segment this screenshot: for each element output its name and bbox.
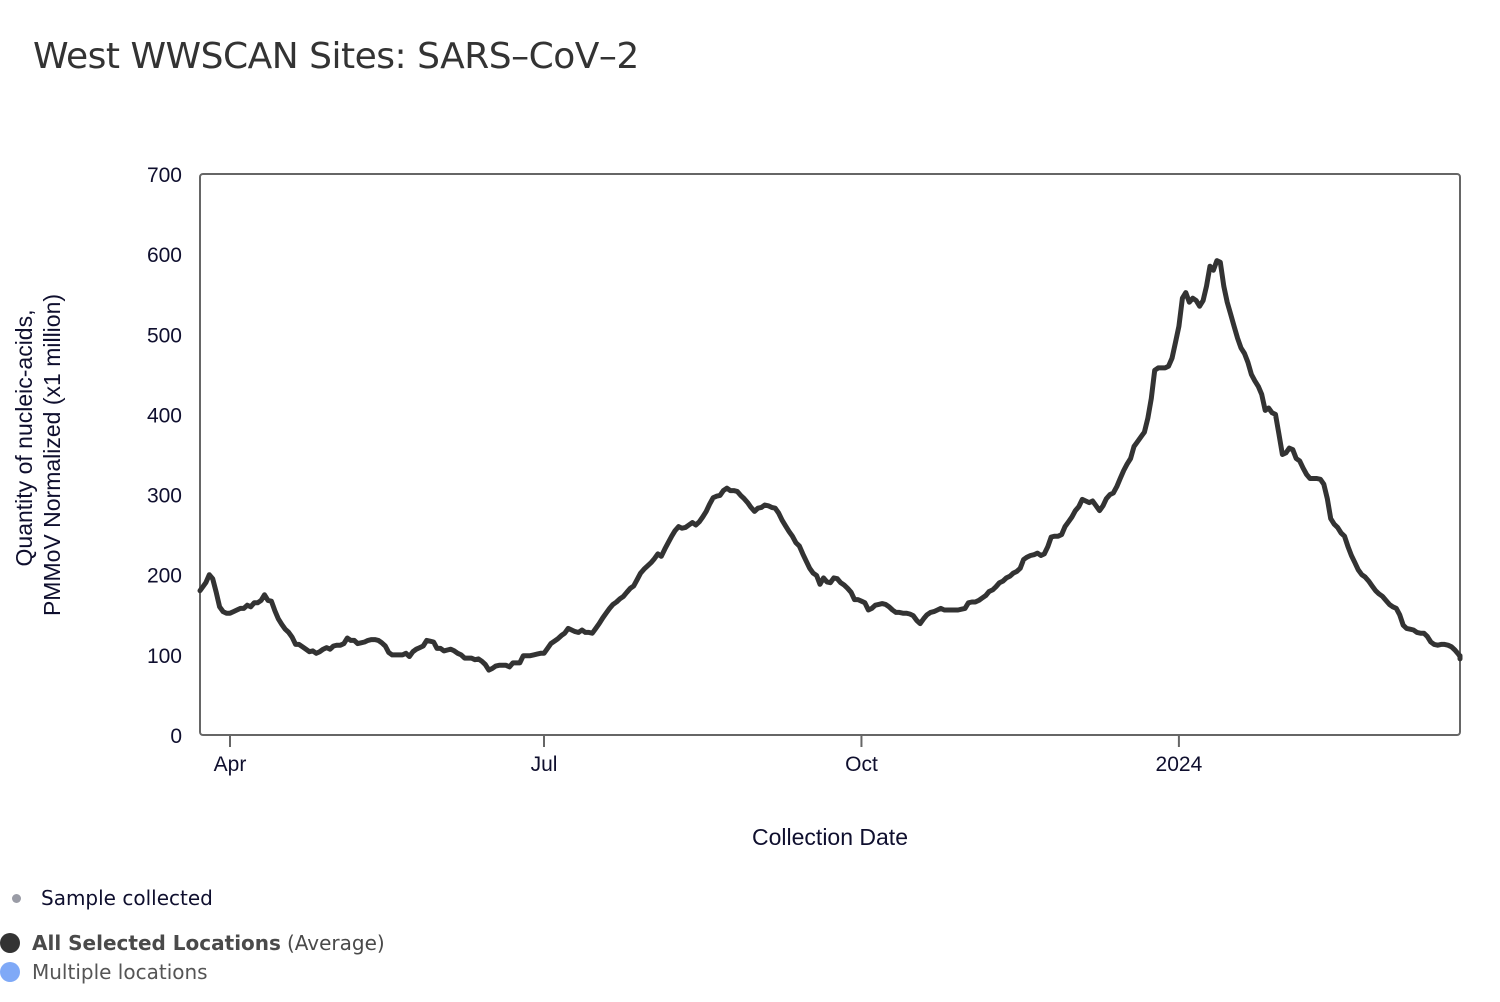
y-tick-label: 500 (147, 324, 182, 347)
x-tick-label: 2024 (1156, 753, 1203, 776)
x-tick-label: Oct (845, 753, 878, 776)
y-tick-label: 400 (147, 404, 182, 427)
x-axis: Apr Jul Oct 2024 (214, 735, 1203, 776)
x-axis-label: Collection Date (752, 824, 908, 850)
legend-label-multiple: Multiple locations (32, 960, 208, 984)
y-axis-label-line-1: Quantity of nucleic-acids, (11, 310, 37, 567)
series-layer (197, 258, 1463, 673)
all-selected-dot-icon (0, 933, 20, 953)
series-line-all-selected-average[interactable] (197, 258, 1463, 673)
y-tick-label: 0 (170, 725, 182, 748)
chart-title: West WWSCAN Sites: SARS–CoV–2 (33, 36, 639, 77)
plot-frame (199, 173, 1461, 736)
y-axis: 0 100 200 300 400 500 600 700 (147, 164, 182, 748)
multiple-locations-dot-icon (0, 962, 20, 982)
legend-item-sample-collected[interactable]: Sample collected (12, 886, 213, 910)
x-tick-label: Jul (531, 753, 558, 776)
line-chart: 0 100 200 300 400 500 600 700 Apr Jul Oct 2024 Qua… (11, 164, 1463, 850)
y-tick-label: 600 (147, 244, 182, 267)
y-tick-label: 700 (147, 164, 182, 187)
legend-label-all-selected: All Selected Locations (32, 931, 281, 955)
legend-item-all-selected[interactable]: All Selected Locations (Average) (0, 931, 385, 955)
y-tick-label: 300 (147, 485, 182, 508)
y-axis-label-line-2: PMMoV Normalized (x1 million) (39, 294, 65, 616)
x-tick-label: Apr (214, 753, 247, 776)
y-tick-label: 100 (147, 645, 182, 668)
legend-label-average: (Average) (286, 931, 385, 955)
legend-item-multiple-locations[interactable]: Multiple locations (0, 960, 208, 984)
legend-label-sample: Sample collected (41, 886, 213, 910)
y-tick-label: 200 (147, 565, 182, 588)
sample-dot-icon (12, 893, 21, 903)
